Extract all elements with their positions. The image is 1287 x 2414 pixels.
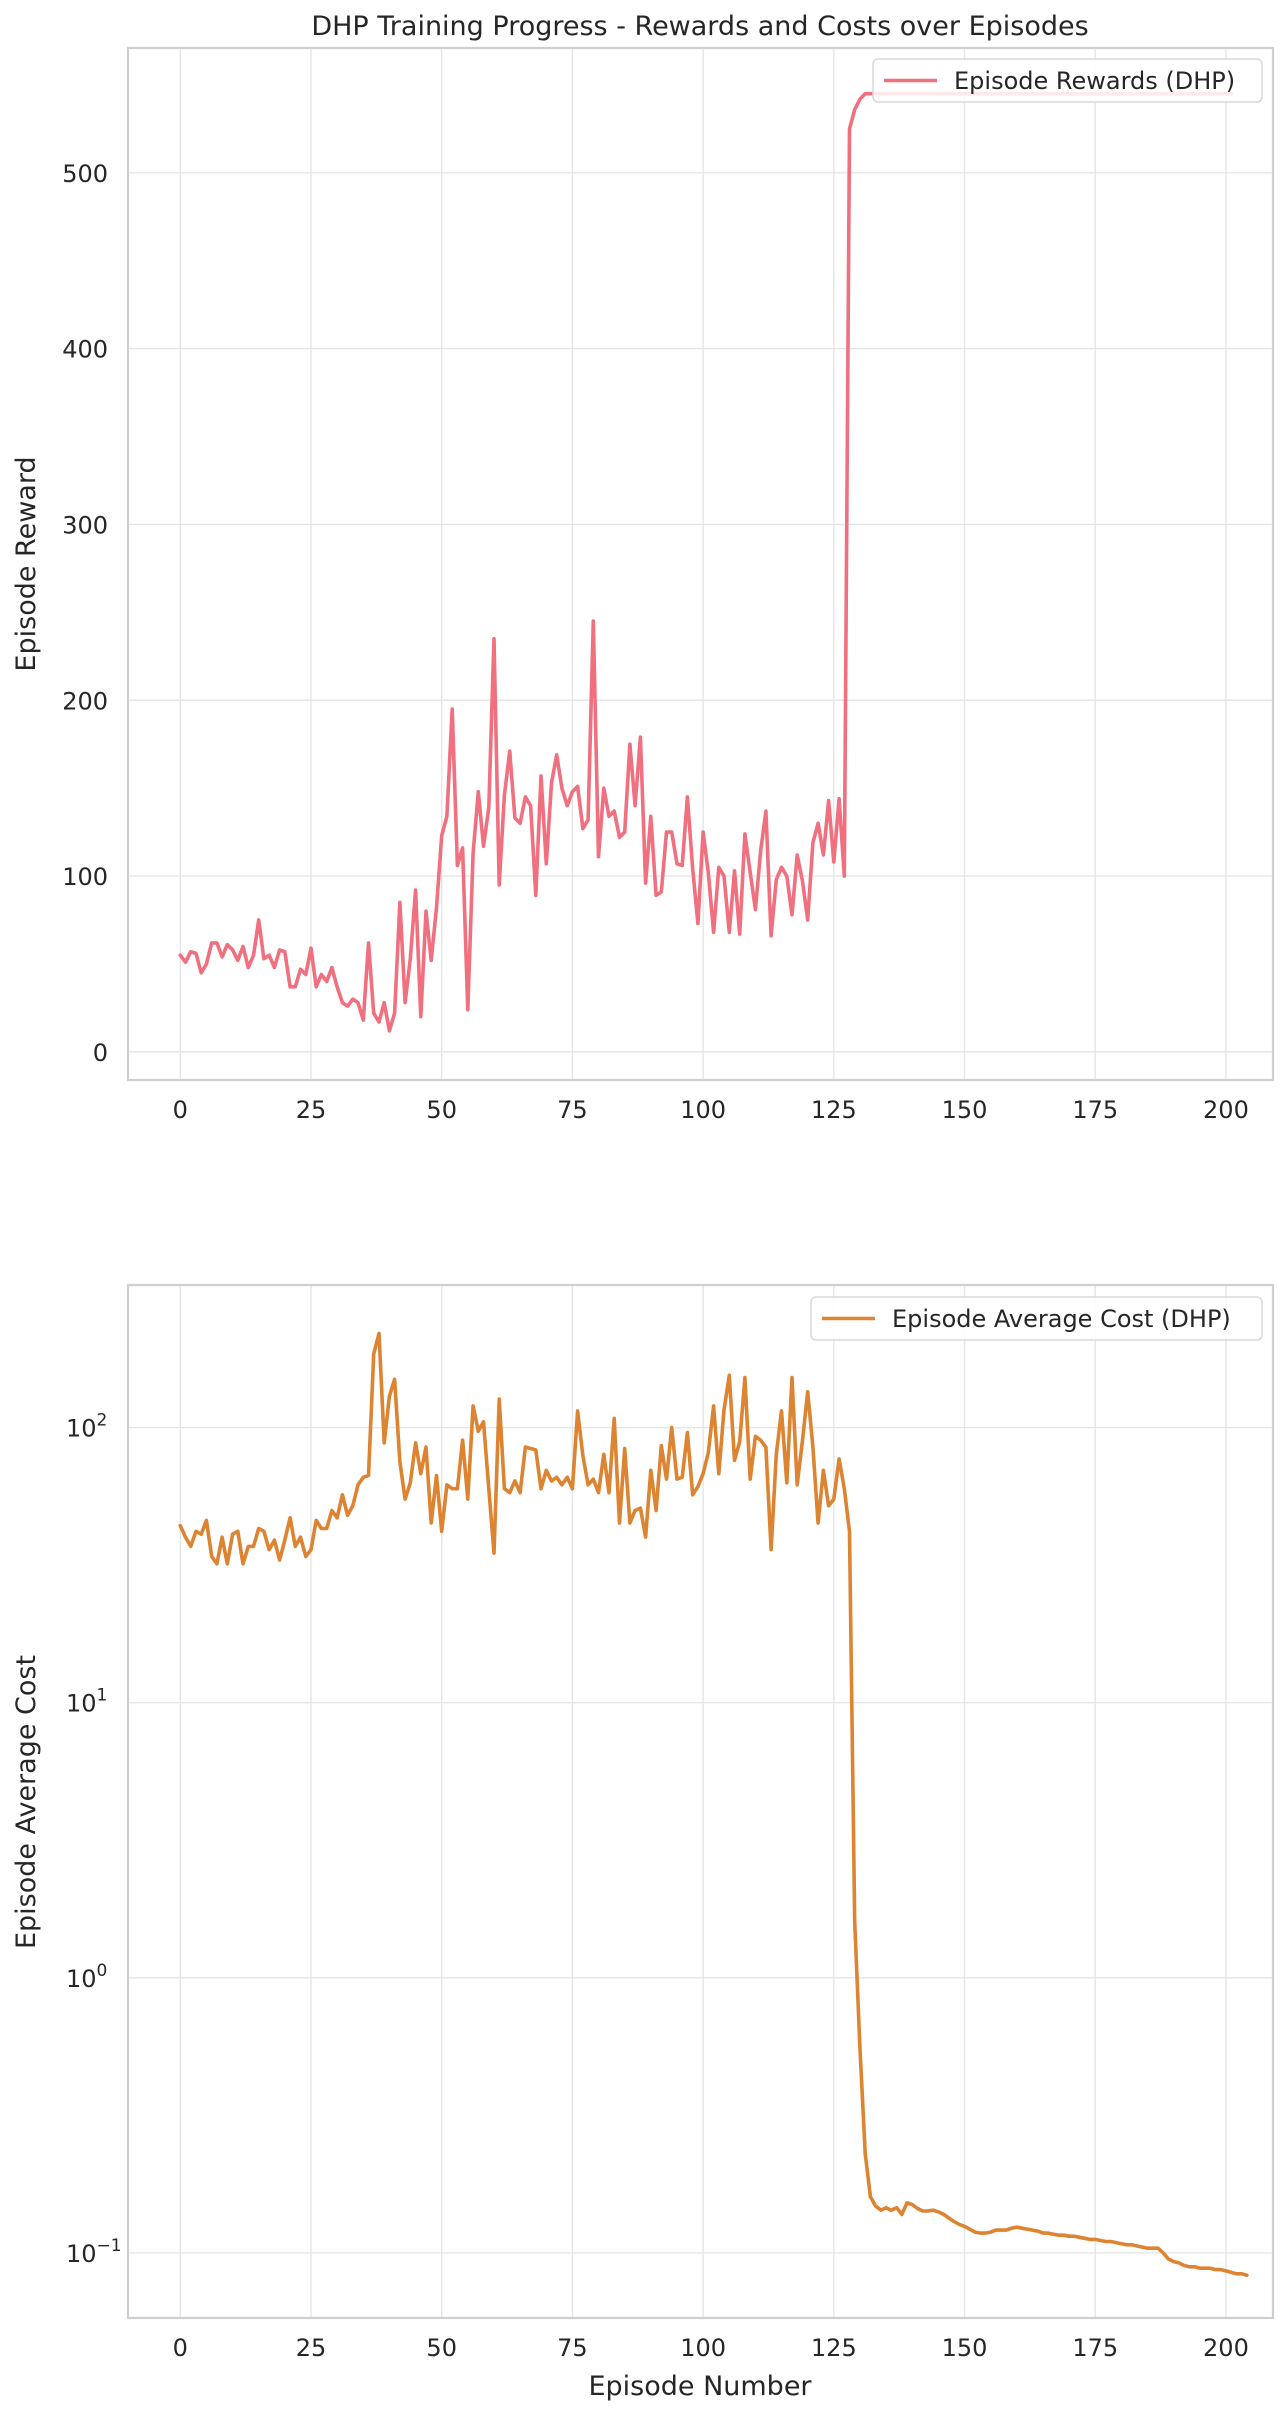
reward-y-ticks: 0 100 200 300 400 500: [62, 160, 108, 1067]
chart-title: DHP Training Progress - Rewards and Cost…: [311, 11, 1088, 42]
x-tick-label: 0: [173, 2334, 188, 2362]
x-tick-label: 25: [296, 1096, 327, 1124]
x-tick-label: 50: [426, 2334, 457, 2362]
cost-y-axis-label: Episode Average Cost: [11, 1655, 42, 1949]
x-tick-label: 75: [557, 1096, 588, 1124]
x-tick-label: 150: [942, 2334, 988, 2362]
y-tick-label: 300: [62, 511, 108, 539]
reward-legend-box: [872, 58, 1263, 103]
y-tick-label: 200: [62, 687, 108, 715]
reward-legend-label: Episode Rewards (DHP): [954, 67, 1235, 95]
cost-axes-frame: [126, 1283, 1275, 2320]
cost-gridlines: [128, 1285, 1273, 2318]
reward-axes-frame: [126, 46, 1275, 1082]
x-tick-label: 175: [1072, 1096, 1118, 1124]
reward-gridlines: [128, 48, 1273, 1080]
reward-plot: 0 25 50 75 100 125 150 175 200 0100200300400500 …: [11, 46, 1275, 1124]
x-tick-label: 25: [296, 2334, 327, 2362]
y-tick-label: 100: [62, 863, 108, 891]
x-tick-label: 175: [1072, 2334, 1118, 2362]
x-tick-label: 0: [173, 1096, 188, 1124]
x-tick-label: 50: [426, 1096, 457, 1124]
y-tick-label: 102: [66, 1411, 107, 1443]
y-tick-label: 500: [62, 160, 108, 188]
x-tick-label: 200: [1203, 2334, 1249, 2362]
x-tick-label: 150: [942, 1096, 988, 1124]
cost-legend: Episode Average Cost (DHP): [810, 1296, 1263, 1341]
reward-x-ticks: 0 25 50 75 100 125 150 175 200: [173, 1096, 1249, 1124]
cost-y-ticks: 10−1 100 101 102: [66, 1411, 122, 2268]
x-tick-label: 200: [1203, 1096, 1249, 1124]
y-tick-label: 400: [62, 336, 108, 364]
x-tick-label: 125: [811, 2334, 857, 2362]
y-tick-label: 10−1: [66, 2236, 122, 2268]
x-tick-label: 100: [680, 2334, 726, 2362]
reward-legend: Episode Rewards (DHP): [872, 58, 1263, 103]
cost-plot: 0 25 50 75 100 125 150 175 200 10−1 100 101 102 Epi…: [11, 1283, 1275, 2402]
cost-x-axis-label: Episode Number: [588, 2371, 812, 2402]
y-tick-label: 0: [93, 1039, 108, 1067]
x-tick-label: 125: [811, 1096, 857, 1124]
y-tick-label: 101: [66, 1686, 107, 1718]
x-tick-label: 100: [680, 1096, 726, 1124]
cost-x-ticks: 0 25 50 75 100 125 150 175 200: [173, 2334, 1249, 2362]
cost-legend-box: [810, 1296, 1263, 1341]
y-tick-label: 100: [66, 1961, 107, 1993]
x-tick-label: 75: [557, 2334, 588, 2362]
cost-series-line: [178, 1331, 1249, 2277]
reward-y-axis-label: Episode Reward: [11, 456, 42, 671]
cost-legend-label: Episode Average Cost (DHP): [892, 1305, 1231, 1333]
